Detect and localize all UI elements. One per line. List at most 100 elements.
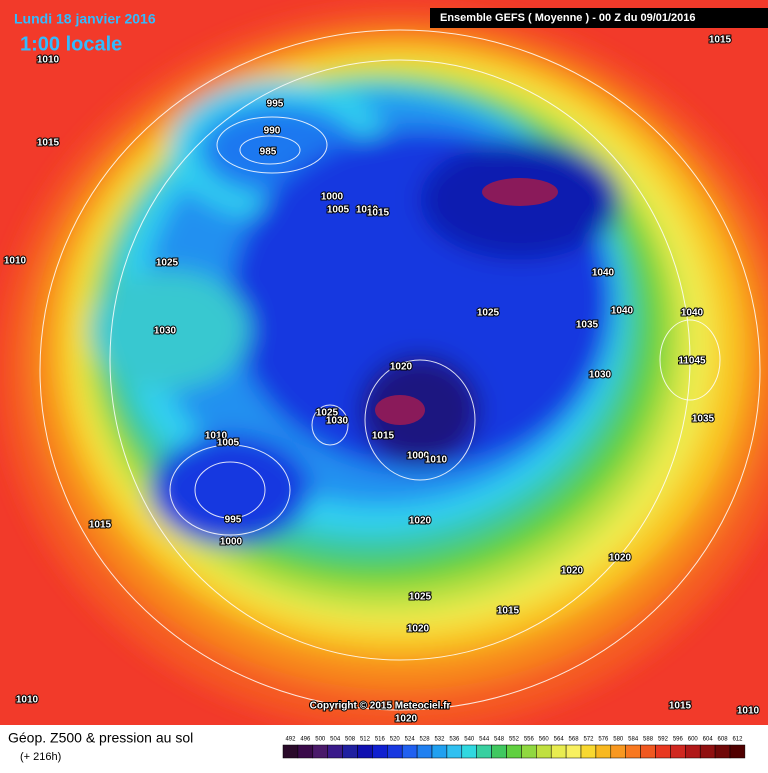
scale-swatch (297, 744, 314, 759)
pressure-label: 1000 (220, 537, 243, 548)
scale-swatch (506, 744, 522, 759)
scale-swatch (461, 744, 477, 759)
scale-label: 588 (643, 737, 654, 743)
scale-label: 580 (613, 737, 624, 743)
pressure-label: 1010 (16, 695, 39, 706)
pressure-label: 1010 (205, 431, 228, 442)
scale-swatch (476, 744, 492, 759)
pressure-label: 1015 (37, 138, 60, 149)
run-info: Ensemble GEFS ( Moyenne ) - 00 Z du 09/0… (440, 12, 696, 24)
scale-label: 500 (315, 737, 326, 743)
pressure-label: 1020 (409, 516, 432, 527)
scale-swatch (729, 744, 746, 759)
pressure-label: 1010 (356, 205, 379, 216)
scale-label: 516 (375, 737, 386, 743)
pressure-label: 1000 (321, 192, 344, 203)
scale-label: 504 (330, 737, 341, 743)
scale-swatch (640, 744, 656, 759)
legend-title: Géop. Z500 & pression au sol (8, 730, 193, 746)
pressure-label: 1020 (561, 566, 584, 577)
scale-swatch (357, 744, 373, 759)
scale-swatch (416, 744, 433, 759)
scale-swatch (536, 744, 552, 759)
scale-label: 556 (524, 737, 535, 743)
pressure-label: 1015 (89, 520, 112, 531)
pressure-label: 1015 (669, 701, 692, 712)
scale-swatch (685, 744, 701, 759)
scale-label: 532 (434, 737, 445, 743)
scale-label: 512 (360, 737, 371, 743)
map-background (0, 0, 768, 730)
legend-lead: (+ 216h) (20, 751, 61, 763)
pressure-label: 1015 (372, 431, 395, 442)
scale-swatch (372, 744, 388, 759)
scale-label: 540 (464, 737, 475, 743)
scale-swatch (714, 744, 731, 759)
scale-swatch (550, 744, 567, 759)
pressure-label: 1025 (156, 258, 179, 269)
scale-label: 536 (449, 737, 460, 743)
pressure-label: 995 (267, 99, 284, 110)
pressure-label: 1015 (497, 606, 520, 617)
pressure-label: 1040 (681, 308, 704, 319)
scale-swatch (387, 744, 403, 759)
copyright: Copyright © 2015 Meteociel.fr (310, 701, 451, 712)
pressure-label: 995 (225, 515, 242, 526)
scale-swatch (282, 744, 299, 759)
scale-label: 592 (658, 737, 669, 743)
pressure-label: 1035 (576, 320, 599, 331)
pressure-label: 1020 (609, 553, 632, 564)
pressure-label: 11045 (678, 356, 706, 367)
scale-label: 572 (583, 737, 594, 743)
scale-label: 608 (718, 737, 729, 743)
scale-label: 492 (285, 737, 296, 743)
pressure-label: 1030 (589, 370, 612, 381)
scale-swatch (580, 744, 597, 759)
scale-label: 560 (539, 737, 550, 743)
pressure-label: 1005 (327, 205, 350, 216)
scale-swatch (312, 744, 328, 759)
scale-label: 600 (688, 737, 699, 743)
pressure-label: 1015 (709, 35, 732, 46)
scale-label: 528 (420, 737, 431, 743)
pressure-label: 1010 (4, 256, 27, 267)
scale-swatch (610, 744, 626, 759)
scale-label: 548 (494, 737, 505, 743)
scale-label: 544 (479, 737, 490, 743)
pressure-label: 1010 (37, 55, 60, 66)
pressure-label: 985 (260, 147, 277, 158)
pressure-label: 990 (264, 126, 281, 137)
scale-label: 520 (390, 737, 401, 743)
scale-label: 612 (732, 737, 743, 743)
scale-swatch (327, 744, 343, 759)
scale-swatch (431, 744, 448, 759)
scale-swatch (625, 744, 641, 759)
pressure-label: 1030 (154, 326, 177, 337)
scale-label: 584 (628, 737, 639, 743)
scale-label: 552 (509, 737, 520, 743)
pressure-label: 1040 (592, 268, 615, 279)
pressure-label: 1010 (737, 706, 760, 717)
scale-swatch (670, 744, 686, 759)
scale-swatch (595, 744, 612, 759)
pressure-label: 1025 (409, 592, 432, 603)
scale-label: 496 (300, 737, 311, 743)
scale-label: 604 (703, 737, 714, 743)
pressure-label: 1020 (390, 362, 413, 373)
pressure-label: 1025 (316, 408, 339, 419)
scale-swatch (491, 744, 507, 759)
scale-swatch (342, 744, 358, 759)
pressure-label: 1040 (611, 306, 634, 317)
pressure-label: 1015 (367, 208, 390, 219)
local-time: 1:00 locale (20, 33, 122, 55)
scale-swatch (655, 744, 671, 759)
scale-swatch (565, 744, 582, 759)
pressure-label: 1025 (477, 308, 500, 319)
scale-label: 564 (554, 737, 565, 743)
scale-label: 576 (598, 737, 609, 743)
scale-label: 508 (345, 737, 356, 743)
title-block: Lundi 18 janvier 2016 1:00 locale Ensemb… (14, 8, 768, 55)
pressure-label: 1010 (425, 455, 448, 466)
